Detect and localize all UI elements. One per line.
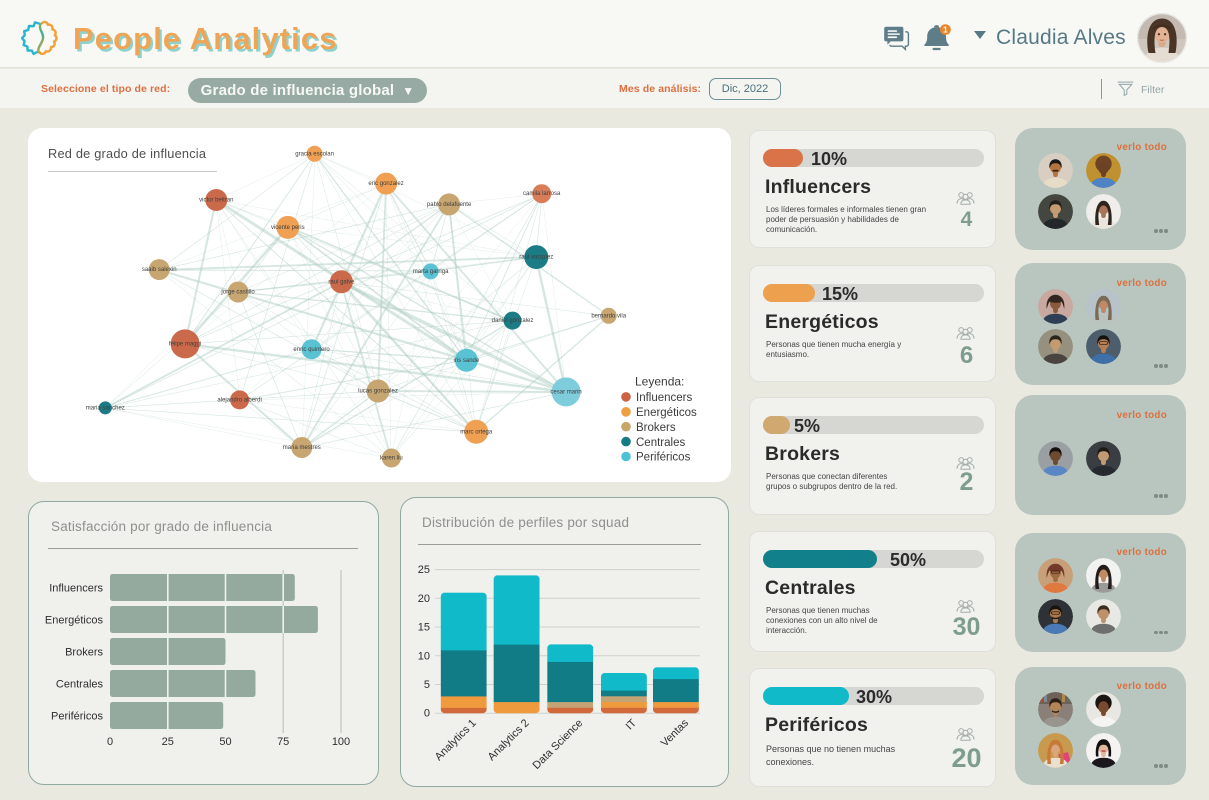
svg-text:Periféricos: Periféricos	[636, 452, 691, 464]
svg-text:50: 50	[219, 736, 231, 748]
svg-text:maria mestres: maria mestres	[283, 445, 321, 451]
svg-text:pablo delafuente: pablo delafuente	[427, 202, 472, 208]
svg-text:raul galve: raul galve	[328, 279, 355, 285]
svg-text:marc ortega: marc ortega	[460, 429, 493, 435]
svg-text:1: 1	[943, 25, 948, 35]
svg-text:Centrales: Centrales	[636, 437, 685, 449]
svg-text:victor beltran: victor beltran	[199, 198, 233, 204]
svg-text:IT: IT	[624, 717, 640, 733]
svg-text:saaib salexin: saaib salexin	[142, 267, 177, 273]
svg-text:5: 5	[424, 679, 430, 691]
svg-text:10: 10	[418, 650, 430, 662]
svg-text:Periféricos: Periféricos	[51, 711, 103, 723]
svg-text:gracia escolan: gracia escolan	[295, 151, 334, 157]
svg-text:20: 20	[418, 593, 430, 605]
svg-text:Analytics 2: Analytics 2	[486, 717, 532, 763]
svg-text:0: 0	[424, 708, 430, 720]
svg-text:75: 75	[277, 736, 289, 748]
svg-text:jorge castillo: jorge castillo	[220, 290, 255, 296]
svg-text:Brokers: Brokers	[65, 647, 103, 659]
svg-text:Centrales: Centrales	[56, 679, 104, 691]
svg-text:iris sande: iris sande	[454, 358, 480, 364]
svg-text:lucas gonzalez: lucas gonzalez	[358, 389, 398, 395]
svg-text:Influencers: Influencers	[49, 583, 103, 595]
svg-text:marta garriga: marta garriga	[413, 269, 449, 275]
svg-text:maria sanchez: maria sanchez	[86, 405, 125, 411]
svg-text:Ventas: Ventas	[659, 717, 692, 750]
svg-text:enric quintero: enric quintero	[293, 347, 330, 353]
svg-text:vicente peris: vicente peris	[271, 225, 305, 231]
svg-text:Analytics 1: Analytics 1	[433, 717, 479, 763]
svg-text:Data Science: Data Science	[531, 717, 586, 772]
svg-text:bernardo vila: bernardo vila	[591, 313, 626, 319]
svg-text:daniel gonzalez: daniel gonzalez	[492, 318, 534, 324]
svg-text:eric gonzalez: eric gonzalez	[368, 181, 403, 187]
svg-text:karen liu: karen liu	[380, 456, 403, 462]
svg-text:25: 25	[162, 736, 174, 748]
svg-text:Leyenda:: Leyenda:	[635, 375, 684, 389]
svg-text:100: 100	[332, 736, 350, 748]
svg-text:raul vazquez: raul vazquez	[519, 255, 553, 261]
svg-text:15: 15	[418, 622, 430, 634]
svg-text:0: 0	[107, 736, 113, 748]
svg-text:alejandro alberdi: alejandro alberdi	[217, 397, 261, 403]
svg-text:Brokers: Brokers	[636, 422, 676, 434]
svg-text:25: 25	[418, 564, 430, 576]
svg-text:camila larrosa: camila larrosa	[523, 191, 561, 197]
svg-text:felipe maggi: felipe maggi	[169, 341, 201, 347]
svg-text:Influencers: Influencers	[636, 392, 693, 404]
svg-text:Energéticos: Energéticos	[45, 615, 104, 627]
svg-text:Energéticos: Energéticos	[636, 407, 697, 419]
svg-text:cesar marin: cesar marin	[550, 389, 581, 395]
